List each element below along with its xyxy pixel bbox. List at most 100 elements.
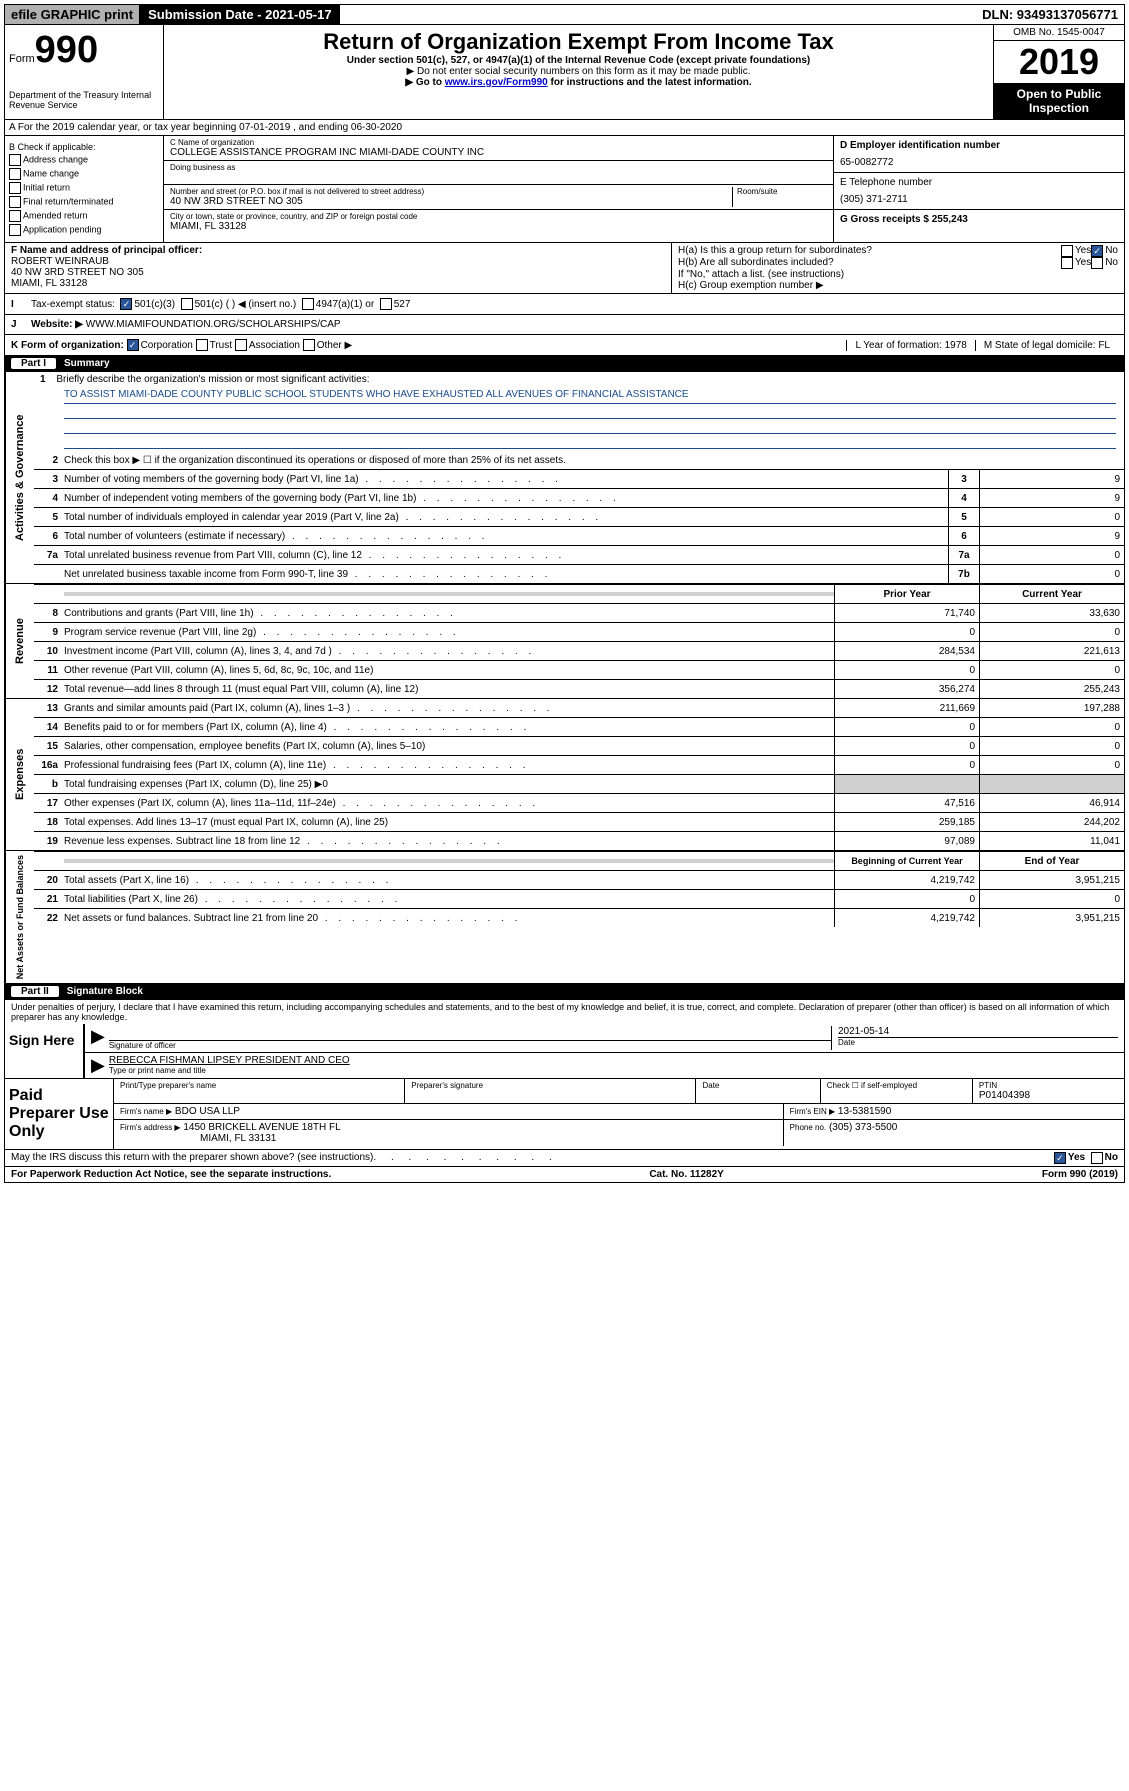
l20-desc: Total assets (Part X, line 16) — [64, 873, 834, 888]
sign-here-label: Sign Here — [5, 1024, 85, 1078]
org-info-column: C Name of organization COLLEGE ASSISTANC… — [164, 136, 833, 242]
hb-yes-cb[interactable] — [1061, 257, 1073, 269]
instructions-link[interactable]: www.irs.gov/Form990 — [445, 77, 548, 88]
4947-cb[interactable] — [302, 298, 314, 310]
officer-name: ROBERT WEINRAUB — [11, 256, 665, 267]
l20-c: 3,951,215 — [979, 871, 1124, 889]
l15-desc: Salaries, other compensation, employee b… — [64, 739, 834, 754]
cb-amended[interactable]: Amended return — [9, 210, 159, 222]
4947-label: 4947(a)(1) or — [316, 299, 374, 310]
section-a: A For the 2019 calendar year, or tax yea… — [4, 120, 1125, 136]
paperwork-notice: For Paperwork Reduction Act Notice, see … — [11, 1169, 331, 1180]
l6-desc: Total number of volunteers (estimate if … — [64, 529, 948, 544]
l15-c: 0 — [979, 737, 1124, 755]
room-label: Room/suite — [737, 187, 827, 196]
l17-p: 47,516 — [834, 794, 979, 812]
assoc-label: Association — [249, 340, 300, 351]
l22-c: 3,951,215 — [979, 909, 1124, 927]
firm-phone-label: Phone no. — [790, 1123, 826, 1132]
form-title: Return of Organization Exempt From Incom… — [168, 29, 989, 55]
dba-label: Doing business as — [170, 163, 827, 172]
l12-c: 255,243 — [979, 680, 1124, 698]
discuss-no-cb[interactable] — [1091, 1152, 1103, 1164]
goto-suffix: for instructions and the latest informat… — [551, 77, 752, 88]
l5-val: 0 — [979, 508, 1124, 526]
501c3-cb[interactable] — [120, 298, 132, 310]
l10-desc: Investment income (Part VIII, column (A)… — [64, 644, 834, 659]
discuss-yes-cb[interactable] — [1054, 1152, 1066, 1164]
l11-desc: Other revenue (Part VIII, column (A), li… — [64, 663, 834, 678]
side-activities: Activities & Governance — [5, 372, 34, 583]
assoc-cb[interactable] — [235, 339, 247, 351]
cb-name[interactable]: Name change — [9, 168, 159, 180]
part-2-header: Part II Signature Block — [4, 984, 1125, 1000]
org-name-label: C Name of organization — [170, 138, 827, 147]
l1-desc: Briefly describe the organization's miss… — [56, 374, 369, 385]
city-value: MIAMI, FL 33128 — [170, 221, 827, 232]
form-ref: Form 990 (2019) — [1042, 1169, 1118, 1180]
paid-preparer-block: Paid Preparer Use Only Print/Type prepar… — [4, 1079, 1125, 1150]
hdr-prior: Prior Year — [834, 585, 979, 603]
efile-badge[interactable]: efile GRAPHIC print — [5, 5, 140, 24]
501c3-label: 501(c)(3) — [134, 299, 175, 310]
activities-governance: Activities & Governance 1 Briefly descri… — [4, 372, 1125, 584]
addr-value: 40 NW 3RD STREET NO 305 — [170, 196, 732, 207]
hb-note: If "No," attach a list. (see instruction… — [678, 269, 1118, 280]
org-name-cell: C Name of organization COLLEGE ASSISTANC… — [164, 136, 833, 161]
l3-desc: Number of voting members of the governin… — [64, 472, 948, 487]
form-org-label: K Form of organization: — [11, 340, 124, 351]
row-fh: F Name and address of principal officer:… — [4, 243, 1125, 294]
addr-label: Number and street (or P.O. box if mail i… — [170, 187, 732, 196]
ein-cell: D Employer identification number 65-0082… — [834, 136, 1124, 173]
form-number: 990 — [35, 29, 98, 71]
trust-cb[interactable] — [196, 339, 208, 351]
city-label: City or town, state or province, country… — [170, 212, 827, 221]
self-employed-label: Check ☐ if self-employed — [827, 1081, 966, 1090]
other-label: Other ▶ — [317, 340, 352, 351]
l18-desc: Total expenses. Add lines 13–17 (must eq… — [64, 815, 834, 830]
hdr-begin: Beginning of Current Year — [834, 852, 979, 870]
state-domicile: M State of legal domicile: FL — [975, 340, 1118, 351]
trust-label: Trust — [210, 340, 232, 351]
l16b-desc: Total fundraising expenses (Part IX, col… — [64, 777, 834, 792]
hb-no-cb[interactable] — [1091, 257, 1103, 269]
527-cb[interactable] — [380, 298, 392, 310]
officer-info: F Name and address of principal officer:… — [5, 243, 671, 293]
l12-p: 356,274 — [834, 680, 979, 698]
l10-p: 284,534 — [834, 642, 979, 660]
form-subtitle-1: Under section 501(c), 527, or 4947(a)(1)… — [168, 55, 989, 66]
cb-final[interactable]: Final return/terminated — [9, 196, 159, 208]
ha-yes-cb[interactable] — [1061, 245, 1073, 257]
cb-pending[interactable]: Application pending — [9, 224, 159, 236]
501c-cb[interactable] — [181, 298, 193, 310]
l19-c: 11,041 — [979, 832, 1124, 850]
part-1-title: Summary — [64, 358, 110, 369]
discuss-row: May the IRS discuss this return with the… — [4, 1150, 1125, 1167]
l21-c: 0 — [979, 890, 1124, 908]
cb-address[interactable]: Address change — [9, 154, 159, 166]
corp-cb[interactable] — [127, 339, 139, 351]
discuss-yes: Yes — [1068, 1152, 1085, 1164]
mission-text: TO ASSIST MIAMI-DADE COUNTY PUBLIC SCHOO… — [34, 387, 1124, 451]
net-assets-section: Net Assets or Fund Balances Beginning of… — [4, 851, 1125, 984]
city-cell: City or town, state or province, country… — [164, 210, 833, 234]
ha-no-cb[interactable] — [1091, 245, 1103, 257]
l5-desc: Total number of individuals employed in … — [64, 510, 948, 525]
l6-val: 9 — [979, 527, 1124, 545]
firm-ein-label: Firm's EIN ▶ — [790, 1107, 835, 1116]
officer-addr1: 40 NW 3RD STREET NO 305 — [11, 267, 665, 278]
l18-p: 259,185 — [834, 813, 979, 831]
col-d: D Employer identification number 65-0082… — [833, 136, 1124, 242]
section-bcd: B Check if applicable: Address change Na… — [4, 136, 1125, 243]
ein-value: 65-0082772 — [840, 157, 1118, 168]
l8-c: 33,630 — [979, 604, 1124, 622]
corp-label: Corporation — [141, 340, 193, 351]
side-revenue: Revenue — [5, 584, 34, 698]
submission-date: Submission Date - 2021-05-17 — [140, 5, 340, 24]
org-name: COLLEGE ASSISTANCE PROGRAM INC MIAMI-DAD… — [170, 147, 827, 158]
firm-addr1: 1450 BRICKELL AVENUE 18TH FL — [183, 1122, 340, 1133]
addr-cell: Number and street (or P.O. box if mail i… — [164, 185, 833, 210]
cb-initial[interactable]: Initial return — [9, 182, 159, 194]
other-cb[interactable] — [303, 339, 315, 351]
paid-preparer-label: Paid Preparer Use Only — [5, 1079, 113, 1149]
